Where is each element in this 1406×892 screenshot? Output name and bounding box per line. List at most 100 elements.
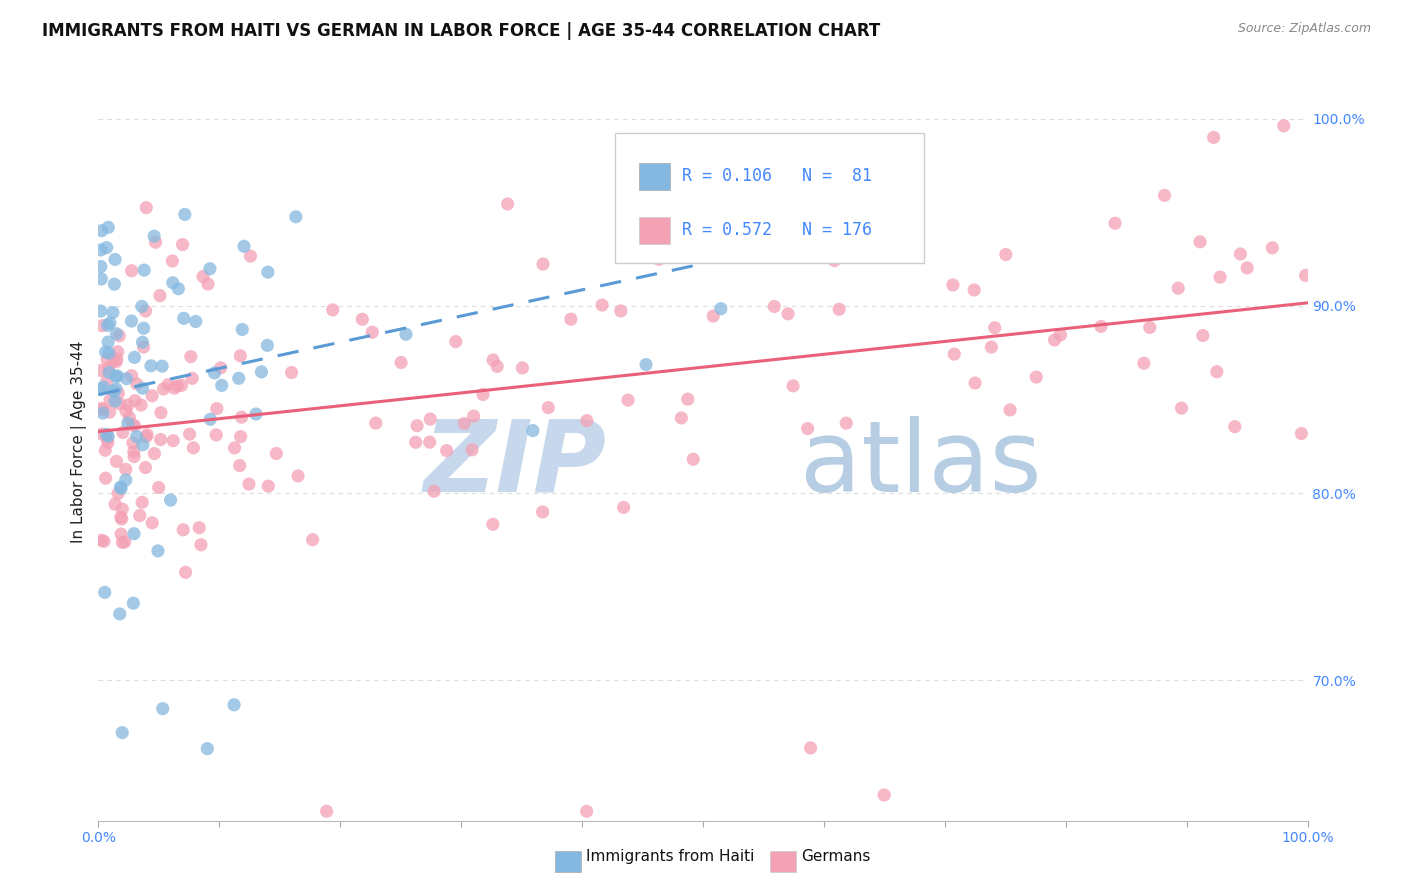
Point <box>111 502 134 516</box>
Point <box>1236 260 1258 275</box>
Point <box>322 302 344 317</box>
Point <box>228 458 250 473</box>
Point <box>121 314 143 328</box>
Point <box>93 585 115 599</box>
Point <box>98 316 121 330</box>
Point <box>98 346 121 360</box>
Point <box>110 510 132 524</box>
Point <box>98 405 121 419</box>
Point <box>122 526 145 541</box>
Point <box>122 435 145 450</box>
Point <box>352 312 374 326</box>
Point <box>131 495 153 509</box>
Point <box>1043 333 1066 347</box>
Point <box>107 369 129 384</box>
Point <box>179 427 201 442</box>
Point <box>648 252 671 267</box>
Text: atlas: atlas <box>800 416 1042 513</box>
Point <box>157 377 180 392</box>
Text: ZIP: ZIP <box>423 416 606 513</box>
Point <box>96 318 118 333</box>
Point <box>117 416 139 430</box>
Point <box>149 406 172 420</box>
Point <box>98 392 121 407</box>
Point <box>94 345 117 359</box>
Text: R = 0.572   N = 176: R = 0.572 N = 176 <box>682 221 872 239</box>
Point <box>110 481 132 495</box>
Point <box>1049 327 1071 342</box>
Point <box>108 328 131 343</box>
Point <box>245 407 267 421</box>
Point <box>91 427 114 442</box>
Point <box>129 398 152 412</box>
Point <box>146 544 169 558</box>
Point <box>162 276 184 290</box>
Point <box>942 277 965 292</box>
Point <box>231 410 253 425</box>
Point <box>111 725 134 739</box>
Point <box>681 184 703 198</box>
Point <box>886 238 908 252</box>
Point <box>676 392 699 406</box>
Point <box>124 351 146 365</box>
Point <box>1139 320 1161 334</box>
Point <box>250 365 273 379</box>
Point <box>143 447 166 461</box>
Point <box>117 398 139 412</box>
Point <box>1229 247 1251 261</box>
Point <box>152 382 174 396</box>
Point <box>97 429 120 443</box>
Point <box>121 417 143 432</box>
Point <box>172 237 194 252</box>
Point <box>195 741 218 756</box>
Point <box>131 335 153 350</box>
Point <box>1209 270 1232 285</box>
Point <box>162 434 184 448</box>
Point <box>405 435 427 450</box>
Point <box>96 352 118 367</box>
Point <box>172 523 194 537</box>
Point <box>233 239 256 253</box>
Point <box>266 446 288 460</box>
Point <box>94 471 117 485</box>
Point <box>472 387 495 401</box>
Point <box>90 363 112 377</box>
Point <box>104 497 127 511</box>
Point <box>122 450 145 464</box>
Point <box>406 418 429 433</box>
Point <box>108 397 131 411</box>
Point <box>149 433 172 447</box>
Point <box>671 411 693 425</box>
Point <box>150 359 173 374</box>
Point <box>963 376 986 390</box>
Point <box>1104 216 1126 230</box>
Point <box>131 299 153 313</box>
Point <box>679 157 702 171</box>
Point <box>1223 419 1246 434</box>
Text: Source: ZipAtlas.com: Source: ZipAtlas.com <box>1237 22 1371 36</box>
Point <box>128 508 150 523</box>
Point <box>90 260 112 274</box>
Point <box>1133 356 1156 370</box>
Point <box>617 393 640 408</box>
Point <box>239 249 262 263</box>
Point <box>132 321 155 335</box>
Point <box>512 360 534 375</box>
Point <box>444 334 467 349</box>
Point <box>828 177 851 191</box>
Point <box>575 805 598 819</box>
Point <box>90 272 112 286</box>
Point <box>496 197 519 211</box>
Point <box>284 210 307 224</box>
Point <box>463 409 485 424</box>
Point <box>90 383 112 397</box>
Point <box>174 566 197 580</box>
Point <box>364 416 387 430</box>
Point <box>256 338 278 352</box>
Point <box>108 607 131 621</box>
Point <box>131 381 153 395</box>
Point <box>159 493 181 508</box>
Point <box>145 235 167 250</box>
Point <box>315 805 337 819</box>
Point <box>110 480 132 494</box>
